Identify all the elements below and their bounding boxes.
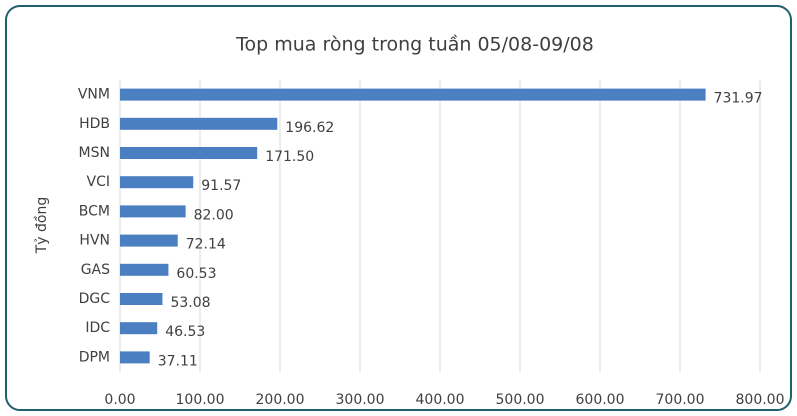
bar	[120, 234, 178, 247]
chart-title: Top mua ròng trong tuần 05/08-09/08	[235, 34, 594, 56]
data-label: 60.53	[176, 266, 216, 282]
data-label: 82.00	[194, 207, 234, 223]
x-tick-label: 400.00	[416, 392, 465, 408]
chart-border	[5, 5, 792, 411]
data-label: 37.11	[158, 353, 198, 369]
bar	[120, 88, 706, 101]
bar	[120, 147, 258, 159]
y-tick-label: HVN	[79, 233, 110, 249]
x-tick-label: 500.00	[496, 392, 545, 408]
x-tick-label: 800.00	[736, 392, 785, 408]
x-tick-label: 0.00	[104, 392, 135, 408]
data-label: 72.14	[186, 237, 226, 253]
x-tick-label: 300.00	[336, 392, 385, 408]
y-tick-label: VNM	[78, 87, 110, 103]
data-label: 196.62	[285, 120, 334, 136]
bar	[120, 263, 169, 276]
bar	[120, 117, 278, 130]
x-tick-label: 700.00	[656, 392, 705, 408]
data-label: 731.97	[714, 91, 763, 107]
y-tick-label: MSN	[79, 145, 110, 161]
y-tick-label: DGC	[79, 291, 111, 307]
y-tick-label: IDC	[85, 320, 110, 336]
y-tick-label: DPM	[79, 349, 110, 365]
data-label: 171.50	[265, 149, 314, 165]
bar	[120, 293, 163, 305]
y-axis-label: Tỷ đồng	[33, 197, 50, 255]
bar	[120, 205, 186, 218]
y-tick-label: HDB	[79, 116, 110, 132]
bar	[120, 322, 158, 335]
bar	[120, 176, 194, 189]
data-label: 91.57	[201, 178, 241, 194]
y-tick-label: VCI	[87, 174, 110, 190]
x-tick-label: 200.00	[256, 392, 305, 408]
x-tick-label: 600.00	[576, 392, 625, 408]
y-tick-label: BCM	[79, 203, 110, 219]
bar	[120, 351, 150, 364]
data-label: 53.08	[170, 295, 210, 311]
data-label: 46.53	[165, 324, 205, 340]
x-tick-label: 100.00	[176, 392, 225, 408]
y-tick-label: GAS	[81, 262, 110, 278]
